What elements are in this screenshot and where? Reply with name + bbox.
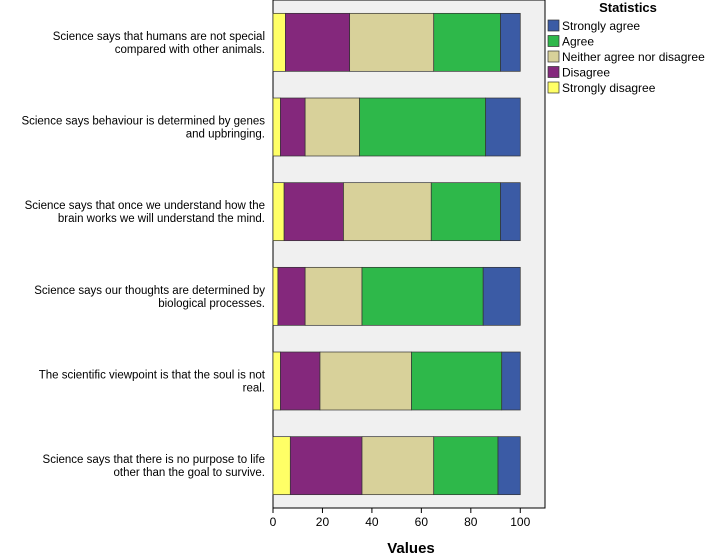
bar-segment	[359, 97, 487, 157]
category-label: Science says that once we understand how…	[25, 200, 265, 212]
bar-segment	[280, 351, 321, 411]
bar-segment	[304, 266, 363, 326]
bar-segment	[500, 12, 521, 72]
bar-segment	[349, 12, 435, 72]
category-label: The scientific viewpoint is that the sou…	[39, 370, 266, 382]
x-tick-label: 20	[316, 515, 330, 529]
legend-swatch	[547, 50, 560, 63]
legend-label: Disagree	[562, 66, 610, 80]
category-label: Science says behaviour is determined by …	[21, 116, 265, 128]
bar-segment	[319, 351, 412, 411]
legend-label: Neither agree nor disagree	[562, 50, 705, 64]
bar-segment	[280, 97, 306, 157]
bar-segment	[272, 351, 281, 411]
category-label: real.	[243, 383, 265, 395]
legend-label: Strongly agree	[562, 19, 640, 33]
x-axis-title: Values	[387, 540, 435, 557]
bar-segment	[485, 97, 521, 157]
bar-segment	[283, 182, 344, 242]
category-label: Science says that humans are not special	[53, 31, 265, 43]
category-label: and upbringing.	[186, 129, 265, 141]
bar-segment	[272, 436, 291, 496]
bar-segment	[343, 182, 432, 242]
x-tick-label: 0	[270, 515, 277, 529]
category-label: Science says that there is no purpose to…	[43, 454, 265, 466]
bar-segment	[500, 182, 521, 242]
bar-segment	[361, 266, 484, 326]
bar-segment	[272, 12, 286, 72]
legend-swatch	[547, 81, 560, 94]
x-tick-label: 60	[415, 515, 429, 529]
category-label: Science says our thoughts are determined…	[34, 285, 265, 297]
bar-segment	[497, 436, 521, 496]
legend-label: Strongly disagree	[562, 81, 656, 95]
bar-segment	[277, 266, 306, 326]
x-tick-label: 80	[464, 515, 478, 529]
bar-segment	[433, 12, 501, 72]
bar-segment	[411, 351, 503, 411]
bar-segment	[289, 436, 363, 496]
bar-segment	[361, 436, 435, 496]
category-label: compared with other animals.	[115, 44, 265, 56]
bar-segment	[272, 97, 281, 157]
legend-swatch	[547, 66, 560, 78]
bar-segment	[304, 97, 360, 157]
legend-swatch	[547, 19, 560, 32]
plot-area	[272, 0, 546, 509]
bar-segment	[501, 351, 521, 411]
legend-title: Statistics	[599, 0, 657, 15]
bar-segment	[430, 182, 501, 242]
bar-segment	[272, 182, 285, 242]
category-label: other than the goal to survive.	[113, 467, 265, 479]
legend-swatch	[547, 35, 560, 47]
x-tick-label: 40	[365, 515, 379, 529]
x-tick-label: 100	[510, 515, 530, 529]
category-label: biological processes.	[158, 298, 265, 310]
legend-label: Agree	[562, 35, 594, 49]
bar-segment	[482, 266, 521, 326]
bar-segment	[285, 12, 351, 72]
bar-segment	[272, 266, 279, 326]
bar-segment	[433, 436, 499, 496]
category-label: brain works we will understand the mind.	[58, 213, 265, 225]
